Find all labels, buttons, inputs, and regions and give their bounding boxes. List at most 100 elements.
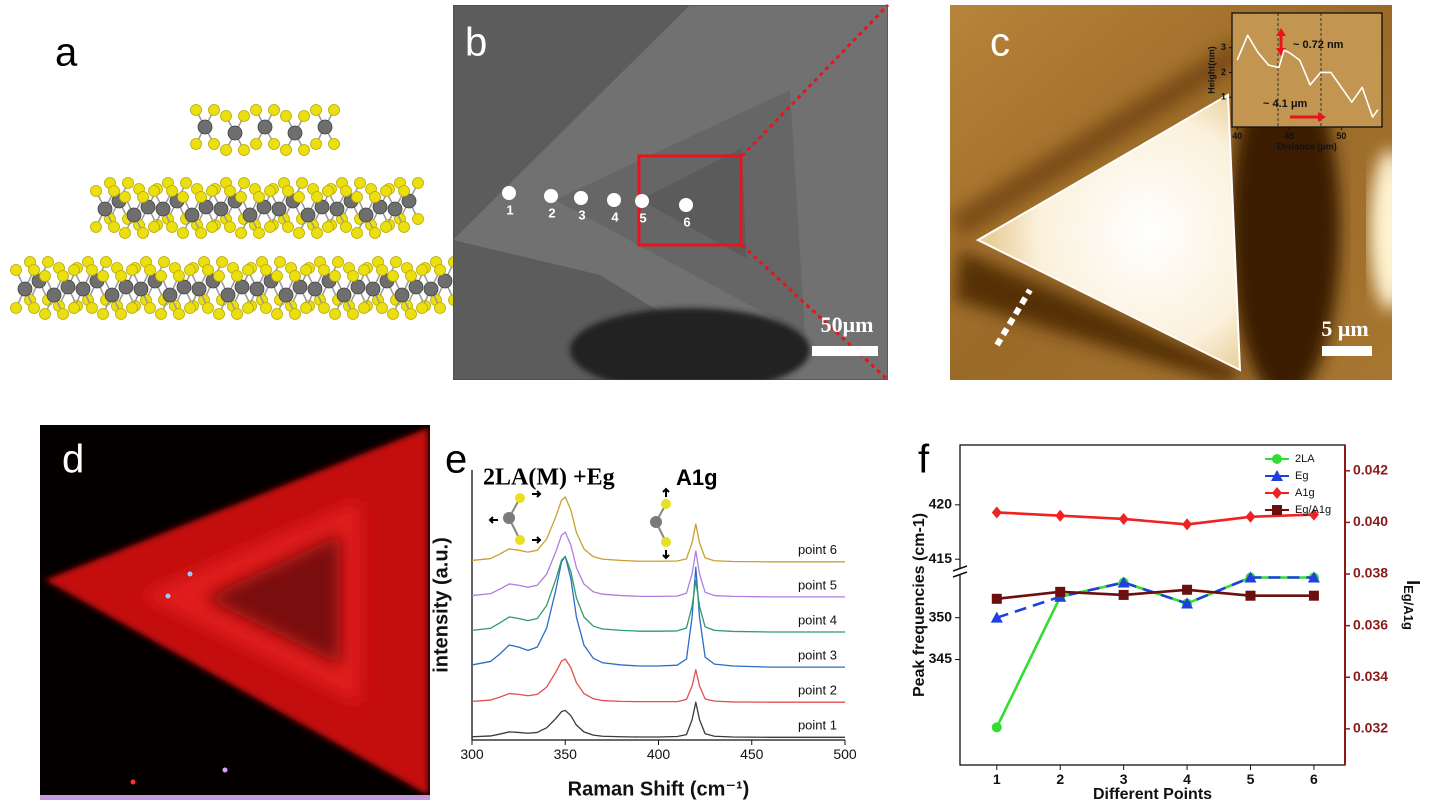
sem-point bbox=[679, 198, 693, 212]
atom-w bbox=[191, 281, 207, 297]
panel-label: e bbox=[445, 438, 467, 482]
pl-map bbox=[40, 425, 430, 800]
series-label: point 4 bbox=[798, 612, 837, 627]
atom-s bbox=[224, 185, 236, 197]
atom-s bbox=[380, 185, 392, 197]
x-tick-label: 4 bbox=[1183, 771, 1191, 787]
atom-s bbox=[351, 227, 363, 239]
atom-s bbox=[264, 185, 276, 197]
annotation: 2LA(M) +Eg bbox=[483, 465, 615, 491]
x-tick-label: 1 bbox=[993, 771, 1001, 787]
atom bbox=[515, 535, 525, 545]
atom-s bbox=[126, 264, 138, 276]
y-axis-title: Height(nm) bbox=[1206, 46, 1216, 94]
y2-axis-title: IEg/A1g bbox=[1401, 580, 1424, 630]
series-label: point 1 bbox=[798, 718, 837, 733]
series-line bbox=[471, 555, 845, 668]
y-tick-label: 415 bbox=[929, 550, 953, 566]
atom-s bbox=[144, 302, 156, 314]
x-tick-label: 450 bbox=[740, 746, 764, 762]
afm-band bbox=[950, 40, 1250, 240]
atom-s bbox=[380, 221, 392, 233]
atom-w bbox=[307, 281, 323, 297]
atom-s bbox=[180, 177, 192, 189]
sem-point-label: 3 bbox=[578, 207, 585, 222]
series-line bbox=[1236, 34, 1379, 118]
atom-s bbox=[329, 270, 341, 282]
atom-s bbox=[322, 221, 334, 233]
arrow bbox=[662, 550, 670, 560]
atom-w bbox=[197, 119, 213, 135]
y-axis-title: Peak frequencies (cm-1) bbox=[911, 513, 928, 697]
atom-w bbox=[257, 119, 273, 135]
y2-axis-title-main: I bbox=[1403, 580, 1423, 585]
scale-bar-label: 50μm bbox=[821, 312, 874, 337]
series-line bbox=[996, 511, 1314, 526]
zoom-line bbox=[740, 243, 890, 382]
x-tick-label: 40 bbox=[1232, 131, 1242, 141]
marker bbox=[1272, 487, 1282, 499]
x-tick-label: 500 bbox=[833, 746, 857, 762]
atom-s bbox=[264, 221, 276, 233]
afm-flake bbox=[975, 93, 1242, 372]
atom-s bbox=[387, 270, 399, 282]
panel-label: b bbox=[465, 21, 487, 65]
atom-s bbox=[190, 104, 202, 116]
atom-s bbox=[213, 270, 225, 282]
scale-bar bbox=[1322, 346, 1372, 356]
atom-s bbox=[68, 264, 80, 276]
atom-w bbox=[317, 119, 333, 135]
x-tick-label: 5 bbox=[1247, 771, 1255, 787]
atom-s bbox=[148, 221, 160, 233]
x-axis-title: Different Points bbox=[1093, 786, 1212, 803]
atom-s bbox=[202, 302, 214, 314]
atom-s bbox=[173, 270, 185, 282]
atom-s bbox=[376, 302, 388, 314]
afm-image bbox=[950, 5, 1392, 380]
atom-w bbox=[126, 207, 142, 223]
atom-s bbox=[28, 302, 40, 314]
sem-point bbox=[502, 186, 516, 200]
atom-w bbox=[278, 287, 294, 303]
series-label: point 6 bbox=[798, 542, 837, 557]
atom-s bbox=[126, 302, 138, 314]
atom-w bbox=[60, 279, 76, 295]
atom-s bbox=[206, 221, 218, 233]
atom-s bbox=[144, 264, 156, 276]
atom-s bbox=[155, 308, 167, 320]
pl-spot bbox=[222, 767, 228, 773]
atom-s bbox=[260, 302, 272, 314]
pl-spot bbox=[187, 571, 193, 577]
sem-point-label: 5 bbox=[639, 210, 646, 225]
atom-s bbox=[202, 264, 214, 276]
atom-s bbox=[318, 264, 330, 276]
atom-s bbox=[86, 302, 98, 314]
atom-s bbox=[298, 110, 310, 122]
atom-s bbox=[271, 308, 283, 320]
atom-w bbox=[104, 287, 120, 303]
sem-point-label: 2 bbox=[548, 205, 555, 220]
atom-w bbox=[271, 201, 287, 217]
atom-s bbox=[318, 302, 330, 314]
atom-s bbox=[231, 270, 243, 282]
atom-s bbox=[280, 110, 292, 122]
atom-s bbox=[398, 221, 410, 233]
atom-s bbox=[220, 110, 232, 122]
sem-point bbox=[574, 191, 588, 205]
atom-w bbox=[97, 201, 113, 217]
atom-s bbox=[224, 221, 236, 233]
annotation: ~ 0.72 nm bbox=[1293, 39, 1344, 51]
atom-s bbox=[238, 144, 250, 156]
atom-w bbox=[17, 281, 33, 297]
atom-s bbox=[250, 104, 262, 116]
atom bbox=[515, 493, 525, 503]
atom-s bbox=[108, 221, 120, 233]
atom-s bbox=[238, 177, 250, 189]
atom-s bbox=[119, 227, 131, 239]
atom-s bbox=[250, 138, 262, 150]
atom-s bbox=[310, 138, 322, 150]
marker bbox=[1245, 590, 1256, 601]
vibration-icon bbox=[488, 487, 671, 560]
atom-s bbox=[206, 185, 218, 197]
atom-s bbox=[289, 308, 301, 320]
